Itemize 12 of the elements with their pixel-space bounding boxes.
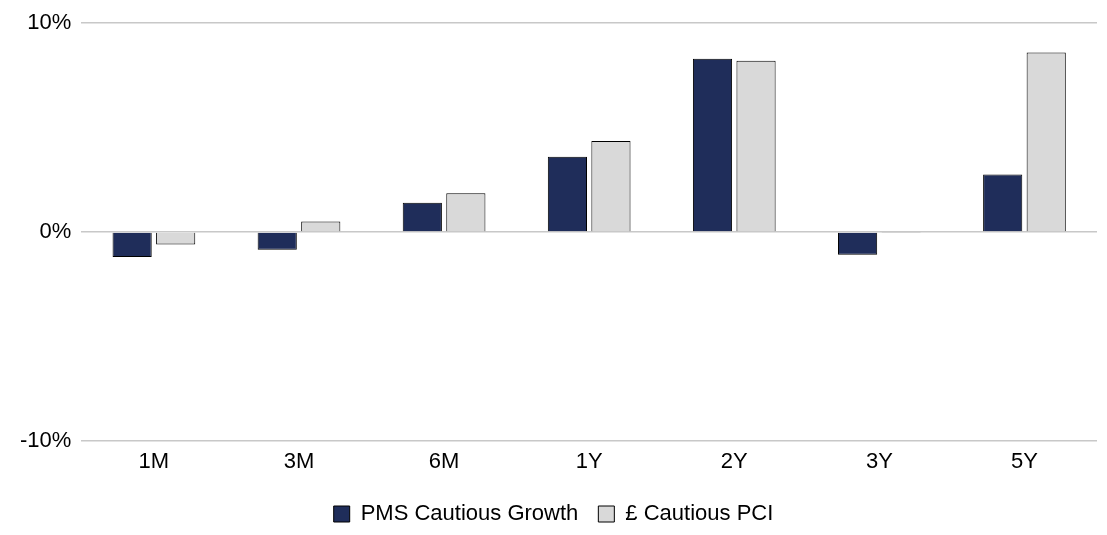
x-tick-label: 2Y xyxy=(720,447,749,473)
y-tick-label: 10% xyxy=(27,9,72,35)
x-tick-label: 1M xyxy=(138,447,170,473)
x-tick-label: 3M xyxy=(283,447,315,473)
x-tick-label: 3Y xyxy=(865,447,894,473)
x-tick-label: 6M xyxy=(428,447,460,473)
y-tick-label: -10% xyxy=(20,426,72,452)
y-tick-label: 0% xyxy=(39,217,72,243)
legend-label: £ Cautious PCI xyxy=(625,500,774,526)
x-tick-label: 5Y xyxy=(1010,447,1039,473)
x-tick-label: 1Y xyxy=(575,447,603,473)
legend-label: PMS Cautious Growth xyxy=(360,500,579,526)
